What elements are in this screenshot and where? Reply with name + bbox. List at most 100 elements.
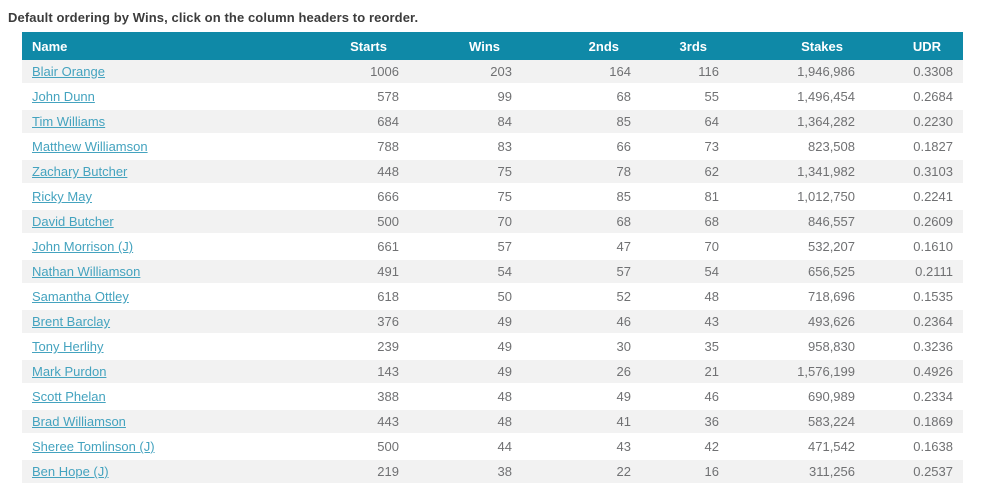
wins-cell: 50 <box>409 285 522 310</box>
driver-name-link[interactable]: Ben Hope (J) <box>32 464 109 479</box>
seconds-cell: 46 <box>522 310 641 335</box>
wins-cell: 83 <box>409 135 522 160</box>
header-row: Name Starts Wins 2nds 3rds Stakes UDR <box>22 32 963 60</box>
seconds-cell: 30 <box>522 335 641 360</box>
column-header-name[interactable]: Name <box>22 32 262 60</box>
column-header-wins[interactable]: Wins <box>409 32 522 60</box>
seconds-cell: 52 <box>522 285 641 310</box>
thirds-cell: 64 <box>641 110 729 135</box>
udr-cell: 0.1638 <box>865 435 963 460</box>
udr-cell: 0.2684 <box>865 85 963 110</box>
table-row: John Dunn 578 99 68 55 1,496,454 0.2684 <box>22 85 963 110</box>
driver-name-cell: David Butcher <box>22 210 262 235</box>
driver-name-link[interactable]: Tony Herlihy <box>32 339 104 354</box>
driver-name-cell: Sheree Tomlinson (J) <box>22 435 262 460</box>
driver-name-link[interactable]: Mark Purdon <box>32 364 107 379</box>
stakes-cell: 1,364,282 <box>729 110 865 135</box>
table-row: John Morrison (J) 661 57 47 70 532,207 0.1610 <box>22 235 963 260</box>
wins-cell: 84 <box>409 110 522 135</box>
starts-cell: 219 <box>262 460 409 485</box>
driver-name-link[interactable]: Ricky May <box>32 189 92 204</box>
driver-name-cell: Tim Williams <box>22 110 262 135</box>
driver-name-link[interactable]: John Morrison (J) <box>32 239 134 254</box>
starts-cell: 443 <box>262 410 409 435</box>
thirds-cell: 36 <box>641 410 729 435</box>
udr-cell: 0.3103 <box>865 160 963 185</box>
stakes-cell: 718,696 <box>729 285 865 310</box>
udr-cell: 0.2230 <box>865 110 963 135</box>
driver-name-link[interactable]: Blair Orange <box>32 64 105 79</box>
udr-cell: 0.3308 <box>865 60 963 85</box>
udr-cell: 0.1610 <box>865 235 963 260</box>
stakes-cell: 823,508 <box>729 135 865 160</box>
udr-cell: 0.3236 <box>865 335 963 360</box>
driver-name-cell: Matthew Williamson <box>22 135 262 160</box>
column-header-seconds[interactable]: 2nds <box>522 32 641 60</box>
table-row: Ben Hope (J) 219 38 22 16 311,256 0.2537 <box>22 460 963 485</box>
udr-cell: 0.2609 <box>865 210 963 235</box>
stakes-cell: 690,989 <box>729 385 865 410</box>
ordering-instruction-text: Default ordering by Wins, click on the c… <box>8 10 419 25</box>
table-row: Brent Barclay 376 49 46 43 493,626 0.2364 <box>22 310 963 335</box>
seconds-cell: 78 <box>522 160 641 185</box>
driver-name-link[interactable]: Nathan Williamson <box>32 264 141 279</box>
starts-cell: 239 <box>262 335 409 360</box>
driver-name-link[interactable]: Brad Williamson <box>32 414 126 429</box>
stakes-cell: 471,542 <box>729 435 865 460</box>
driver-name-cell: John Dunn <box>22 85 262 110</box>
driver-name-link[interactable]: Scott Phelan <box>32 389 106 404</box>
stakes-cell: 1,576,199 <box>729 360 865 385</box>
table-row: Tim Williams 684 84 85 64 1,364,282 0.2230 <box>22 110 963 135</box>
table-row: Nathan Williamson 491 54 57 54 656,525 0.2111 <box>22 260 963 285</box>
driver-name-link[interactable]: Zachary Butcher <box>32 164 128 179</box>
table-row: David Butcher 500 70 68 68 846,557 0.2609 <box>22 210 963 235</box>
stakes-cell: 656,525 <box>729 260 865 285</box>
wins-cell: 54 <box>409 260 522 285</box>
stakes-cell: 1,496,454 <box>729 85 865 110</box>
seconds-cell: 85 <box>522 110 641 135</box>
seconds-cell: 26 <box>522 360 641 385</box>
driver-name-link[interactable]: Matthew Williamson <box>32 139 148 154</box>
wins-cell: 57 <box>409 235 522 260</box>
udr-cell: 0.2537 <box>865 460 963 485</box>
starts-cell: 661 <box>262 235 409 260</box>
udr-cell: 0.1827 <box>865 135 963 160</box>
table-row: Zachary Butcher 448 75 78 62 1,341,982 0.3103 <box>22 160 963 185</box>
stakes-cell: 846,557 <box>729 210 865 235</box>
thirds-cell: 54 <box>641 260 729 285</box>
stakes-cell: 532,207 <box>729 235 865 260</box>
table-row: Sheree Tomlinson (J) 500 44 43 42 471,542 0.16… <box>22 435 963 460</box>
driver-name-cell: Tony Herlihy <box>22 335 262 360</box>
seconds-cell: 68 <box>522 210 641 235</box>
seconds-cell: 85 <box>522 185 641 210</box>
starts-cell: 491 <box>262 260 409 285</box>
column-header-udr[interactable]: UDR <box>865 32 963 60</box>
driver-name-link[interactable]: Brent Barclay <box>32 314 111 329</box>
driver-name-link[interactable]: Samantha Ottley <box>32 289 129 304</box>
driver-name-cell: John Morrison (J) <box>22 235 262 260</box>
starts-cell: 388 <box>262 385 409 410</box>
driver-name-cell: Scott Phelan <box>22 385 262 410</box>
driver-name-link[interactable]: John Dunn <box>32 89 95 104</box>
stakes-cell: 1,012,750 <box>729 185 865 210</box>
column-header-starts[interactable]: Starts <box>262 32 409 60</box>
column-header-stakes[interactable]: Stakes <box>729 32 865 60</box>
driver-name-link[interactable]: Sheree Tomlinson (J) <box>32 439 155 454</box>
driver-name-cell: Blair Orange <box>22 60 262 85</box>
wins-cell: 49 <box>409 335 522 360</box>
thirds-cell: 43 <box>641 310 729 335</box>
udr-cell: 0.2111 <box>865 260 963 285</box>
driver-name-link[interactable]: Tim Williams <box>32 114 106 129</box>
thirds-cell: 46 <box>641 385 729 410</box>
thirds-cell: 21 <box>641 360 729 385</box>
wins-cell: 203 <box>409 60 522 85</box>
udr-cell: 0.2364 <box>865 310 963 335</box>
column-header-thirds[interactable]: 3rds <box>641 32 729 60</box>
wins-cell: 75 <box>409 185 522 210</box>
driver-name-link[interactable]: David Butcher <box>32 214 114 229</box>
starts-cell: 578 <box>262 85 409 110</box>
seconds-cell: 43 <box>522 435 641 460</box>
udr-cell: 0.4926 <box>865 360 963 385</box>
starts-cell: 1006 <box>262 60 409 85</box>
